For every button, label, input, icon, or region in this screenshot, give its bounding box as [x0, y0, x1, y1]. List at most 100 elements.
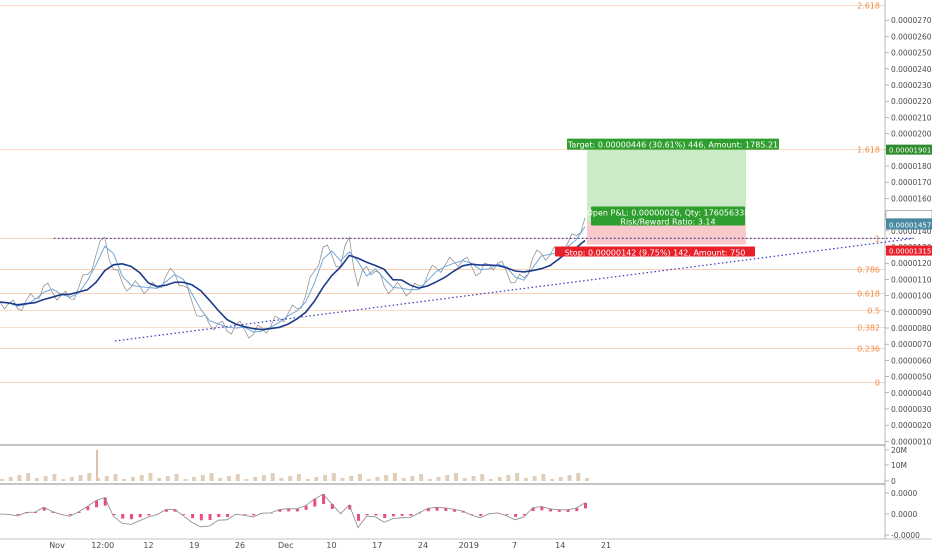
oscillator-bar — [557, 509, 561, 512]
fib-label: 0 — [875, 379, 880, 388]
volume-bar — [52, 474, 57, 481]
volume-bar — [410, 476, 415, 481]
oscillator-bar — [25, 512, 29, 514]
oscillator-bar — [356, 514, 360, 521]
fib-label: 2.618 — [857, 2, 880, 11]
trendlines[interactable] — [53, 237, 914, 342]
price-tag — [886, 245, 932, 256]
volume-tick-label: 10M — [891, 461, 907, 470]
volume-bar — [366, 479, 371, 481]
volume-bar — [270, 473, 275, 481]
date-label: 7 — [512, 541, 517, 550]
pnl-label-text: Risk/Reward Ratio: 3.14 — [620, 218, 715, 227]
oscillator-bar — [269, 512, 273, 514]
date-label: Dec — [278, 541, 293, 550]
oscillator-bar — [287, 508, 291, 512]
oscillator-bar — [435, 507, 439, 511]
volume-bar — [331, 473, 336, 481]
price-tag-text: 0.00001901 — [889, 147, 931, 155]
volume-bar — [532, 476, 537, 481]
volume-bar — [288, 476, 293, 481]
price-axis[interactable]: 0.00002700 0.00002600 0.00002500 0.00002400… — [885, 16, 932, 540]
oscillator-bar — [409, 514, 413, 516]
date-label: 14 — [555, 541, 565, 550]
price-tag — [886, 144, 932, 155]
date-label: Nov — [49, 541, 65, 550]
oscillator-bar — [164, 509, 168, 512]
price-tick-label: 0.00001400 — [891, 227, 932, 236]
oscillator-bar — [540, 506, 544, 511]
trendline — [114, 237, 914, 342]
fib-label: 0.618 — [857, 289, 880, 298]
volume-bar — [323, 475, 328, 481]
price-line — [0, 217, 586, 339]
volume-bar — [497, 477, 502, 481]
oscillator-tick-label: -0.0000 — [891, 531, 920, 540]
oscillator-bar — [418, 512, 422, 514]
date-label: 12:00 — [91, 541, 114, 550]
volume-bar — [148, 473, 153, 481]
volume-bar — [165, 476, 170, 481]
oscillator-bar — [42, 507, 46, 511]
volume-bar — [244, 479, 249, 481]
fib-label: 0.382 — [857, 323, 880, 332]
volume-bar — [69, 477, 74, 481]
volume-bar — [384, 475, 389, 481]
volume-bar — [585, 478, 589, 481]
price-tick-label: 0.00001700 — [891, 178, 932, 187]
oscillator-bar — [51, 511, 55, 513]
oscillator-bar — [313, 499, 317, 507]
price-tick-label: 0.00000300 — [891, 405, 932, 414]
volume-bar — [576, 473, 581, 481]
price-tick-label: 0.00001000 — [891, 292, 932, 301]
volume-bar — [157, 478, 162, 481]
volume-bar — [480, 474, 485, 481]
oscillator-bar — [374, 514, 378, 516]
price-tick-label: 0.00002500 — [891, 49, 932, 58]
volume-bar — [17, 475, 22, 481]
oscillator-bar — [129, 514, 133, 520]
oscillator-bar — [566, 509, 570, 512]
oscillator-bar — [453, 509, 457, 512]
volume-bar — [130, 477, 135, 481]
pnl-label-text: Open P&L: 0.00000026, Qty: 176056338 — [587, 209, 750, 218]
price-tick-label: 0.00000400 — [891, 389, 932, 398]
volume-bar — [43, 476, 48, 481]
oscillator-bar — [365, 514, 369, 516]
fib-label: 0.5 — [867, 306, 880, 315]
volume-bar — [122, 479, 127, 481]
date-label: 2019 — [459, 541, 479, 550]
position-tool[interactable] — [587, 149, 746, 245]
volume-bar — [209, 473, 214, 481]
volume-bar — [541, 474, 546, 481]
oscillator-bar — [33, 512, 37, 514]
price-tick-label: 0.00002600 — [891, 32, 932, 41]
oscillator-bar — [295, 508, 299, 512]
oscillator-bar — [584, 502, 587, 509]
price-tick-label: 0.00002400 — [891, 65, 932, 74]
oscillator-bar — [505, 514, 509, 515]
volume-tick-label: 0 — [891, 477, 896, 486]
volume-bar — [401, 478, 406, 481]
price-tick-label: 0.00001100 — [891, 275, 932, 284]
oscillator-bar — [226, 514, 230, 517]
volume-bar — [436, 477, 441, 481]
target-label — [567, 138, 779, 150]
volume-bar — [523, 478, 528, 481]
price-tick-label: 0.00002300 — [891, 81, 932, 90]
fib-label: 0.786 — [857, 265, 880, 274]
volume-bar — [506, 475, 511, 481]
oscillator-bar — [575, 508, 579, 512]
volume-bar — [218, 478, 223, 481]
oscillator-bar — [400, 514, 404, 516]
oscillator-bar — [68, 514, 72, 516]
volume-bar — [0, 479, 4, 481]
position-labels: Target: 0.00000446 (30.61%) 446, Amount:… — [555, 138, 779, 258]
volume-bar — [87, 473, 92, 481]
oscillator-bar — [514, 514, 518, 517]
oscillator-bar — [191, 514, 195, 519]
time-axis[interactable]: Nov 12:00 12 19 26 Dec 10 17 24 2019 7 14 21 — [49, 541, 611, 550]
volume-bar — [227, 476, 232, 481]
volume-bar — [314, 477, 319, 481]
